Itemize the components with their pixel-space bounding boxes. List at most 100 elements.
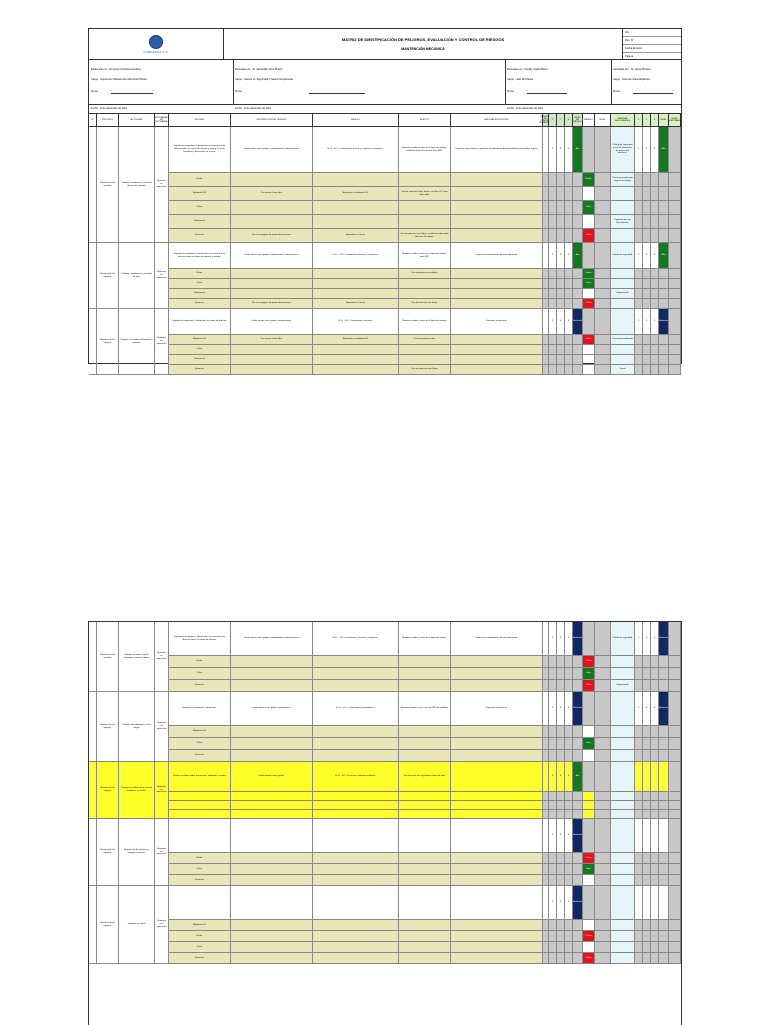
sub-gray (669, 335, 681, 344)
hazard-name: Químicos (169, 953, 231, 963)
row-number (89, 622, 97, 691)
sub-p (549, 656, 557, 667)
column-header-row: N° PROCESO ACTIVIDAD RUTINARIA / NO RUTINAR… (89, 114, 681, 127)
sub-suggested (451, 345, 543, 354)
sub-e (565, 187, 573, 200)
sub-additional (611, 738, 635, 749)
sub-risk: No usar equipos de protección personal (231, 229, 313, 242)
hazard-subrow: Polvo (169, 345, 681, 355)
risk-gray (583, 622, 595, 655)
sub-gray (659, 201, 669, 214)
sub-additional (611, 187, 635, 200)
document-code-block: Ver: Rev. N° Fecha Emisión Página (622, 29, 681, 59)
additional-measures (611, 762, 635, 791)
column-header: P (549, 114, 557, 126)
sub-suggested (451, 201, 543, 214)
sub-gray (669, 173, 681, 186)
hazard-name (169, 792, 231, 800)
hazard-subrow: Vibraciones Capacitación (169, 289, 681, 299)
sub-gray (659, 680, 669, 691)
sub-gray (659, 942, 669, 952)
sub-gray (669, 269, 681, 278)
sub-p (549, 289, 557, 298)
cons2-value: 4 (643, 309, 651, 334)
sub-gray (651, 289, 659, 298)
sub-suggested (451, 365, 543, 374)
sub-gray (651, 920, 659, 930)
exp2-value (651, 886, 659, 919)
prob2-value: 1 (635, 622, 643, 655)
sub-additional (611, 875, 635, 885)
hazard-subrow (169, 792, 681, 801)
routine-cell: Rutinaria en operación (155, 243, 169, 308)
sub-suggested (451, 215, 543, 228)
sub-c (557, 201, 565, 214)
sub-gray (643, 680, 651, 691)
sub-risk (231, 201, 313, 214)
hazard-subrow: Vibraciones (169, 355, 681, 365)
hazard-effect (313, 886, 399, 919)
sub-measures (399, 656, 451, 667)
hazard-subrow: Ruido Crítico (169, 656, 681, 668)
sub-measures (399, 942, 451, 952)
sub-p (549, 345, 557, 354)
sub-gray (651, 801, 659, 809)
sub-level (573, 726, 583, 737)
sub-risk (231, 853, 313, 863)
sub-suggested (451, 750, 543, 761)
sub-effect (313, 853, 399, 863)
sub-gray (669, 680, 681, 691)
sub-gray (635, 279, 643, 288)
additional-measures (611, 309, 635, 334)
row-number (89, 762, 97, 818)
sub-level (573, 365, 583, 374)
sub-p (549, 792, 557, 800)
sub-gray (669, 853, 681, 863)
column-header: RIESGO (583, 114, 595, 126)
sub-gray (659, 279, 669, 288)
sub-gray (659, 289, 669, 298)
sub-suggested (451, 864, 543, 874)
spacer-cell (543, 279, 549, 288)
cons-value: 4 (557, 886, 565, 919)
sub-measures (399, 750, 451, 761)
sub-measures (399, 345, 451, 354)
exp-value: 4 (565, 886, 573, 919)
sub-e (565, 953, 573, 963)
sub-suggested (451, 299, 543, 308)
sub-gray (651, 680, 659, 691)
hazard-effect: H. D. - H.C. Fracturas, lesiones múltipl… (313, 762, 399, 791)
sub-gray (651, 229, 659, 242)
prob2-value: 1 (635, 127, 643, 172)
sub-c (557, 750, 565, 761)
sub-p (549, 335, 557, 344)
sub-additional (611, 345, 635, 354)
residual-level: Moderado (659, 622, 669, 655)
aprobado-por: Aprobado por : Sr. Jaime Bustos (613, 68, 651, 71)
sub-additional (611, 750, 635, 761)
sub-level (573, 299, 583, 308)
sub-risk (231, 656, 313, 667)
sub-tag: Crítico (583, 299, 595, 308)
spacer-cell (543, 668, 549, 679)
sub-measures (399, 953, 451, 963)
hazard-subrow: Químicos Uso de máscara con filtros Charla (169, 365, 681, 375)
sub-p (549, 953, 557, 963)
existing-measures: Mantener orden y aseo en el lugar de tra… (399, 309, 451, 334)
sub-gray (635, 953, 643, 963)
prob2-value (635, 762, 643, 791)
sub-measures (399, 201, 451, 214)
additional-measures (611, 692, 635, 725)
hazard-risk: Caída mismo nivel, golpes, atrapamiento,… (231, 127, 313, 172)
column-header: PELIGRO (169, 114, 231, 126)
sub-gray (595, 792, 611, 800)
additional-measures: Charla de seguridad. (611, 243, 635, 268)
sub-risk (231, 931, 313, 941)
sub-c (557, 229, 565, 242)
sub-gray (669, 953, 681, 963)
cons-value: 4 (557, 819, 565, 852)
activity-cell: Trabajos en cambio de bombas y motores (119, 309, 155, 374)
column-header: NIVEL (595, 114, 611, 126)
sub-tag (583, 726, 595, 737)
fecha-left: Fecha : 11 de Noviembre de 2014 (91, 107, 127, 110)
